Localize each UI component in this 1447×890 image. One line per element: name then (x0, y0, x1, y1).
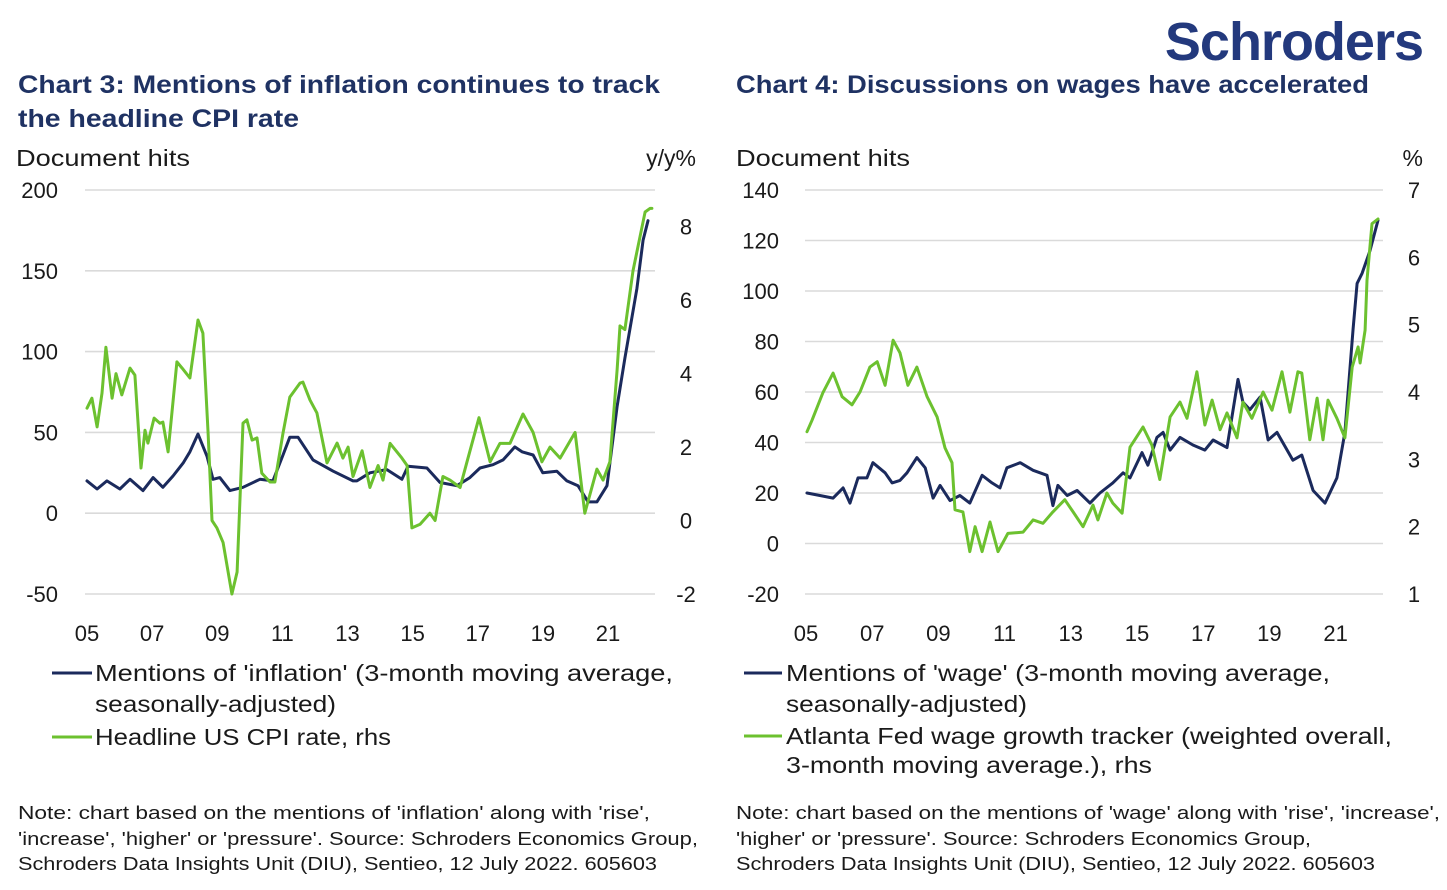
legend-label-continued: 3-month moving average.), rhs (786, 752, 1152, 778)
chart-3-x-tick-label: 11 (271, 621, 294, 646)
note-line: Schroders Data Insights Unit (DIU), Sent… (18, 853, 657, 874)
chart-4-left-tick-label: 120 (742, 229, 779, 254)
chart-3-title-line-1: Chart 3: Mentions of inflation continues… (18, 71, 660, 99)
chart-3-lhs-series-line (85, 219, 650, 504)
note-line: Schroders Data Insights Unit (DIU), Sent… (736, 853, 1375, 874)
chart-3-left-tick-label: 200 (21, 178, 58, 203)
chart-3-right-tick-label: -2 (676, 582, 696, 607)
chart-4-right-axis-unit: % (1403, 145, 1423, 171)
chart-3: Chart 3: Mentions of inflation continues… (16, 71, 698, 874)
chart-4: Chart 4: Discussions on wages have accel… (736, 71, 1440, 874)
chart-4-legend: Mentions of 'wage' (3-month moving avera… (744, 660, 1392, 778)
chart-3-right-axis-unit: y/y% (646, 145, 696, 171)
chart-3-x-tick-label: 07 (140, 621, 164, 646)
chart-3-x-tick-label: 09 (205, 621, 229, 646)
chart-4-left-ticks: 140 120 100 80 60 40 20 0 -20 (742, 178, 779, 607)
chart-4-x-tick-label: 11 (993, 621, 1016, 646)
chart-3-left-tick-label: -50 (26, 582, 58, 607)
chart-4-right-tick-label: 6 (1408, 245, 1420, 270)
chart-3-legend-item-cpi: Headline US CPI rate, rhs (52, 724, 391, 750)
chart-3-right-ticks: 8 6 4 2 0 -2 (676, 215, 696, 607)
chart-3-x-ticks: 05 07 09 11 13 15 17 19 21 (75, 621, 620, 646)
chart-4-right-tick-label: 4 (1408, 380, 1420, 405)
legend-label-continued: seasonally-adjusted) (95, 691, 336, 717)
chart-4-left-tick-label: 140 (742, 178, 779, 203)
chart-3-left-tick-label: 0 (46, 501, 58, 526)
chart-3-left-tick-label: 50 (34, 420, 58, 445)
note-line: 'higher' or 'pressure'. Source: Schroder… (736, 828, 1311, 849)
chart-3-right-tick-label: 2 (680, 435, 692, 460)
chart-4-legend-item-atlanta-fed: Atlanta Fed wage growth tracker (weighte… (744, 723, 1392, 778)
chart-4-x-tick-label: 07 (860, 621, 884, 646)
chart-4-left-tick-label: 40 (755, 431, 779, 456)
chart-3-right-tick-label: 6 (680, 288, 692, 313)
chart-4-legend-item-wage-mentions: Mentions of 'wage' (3-month moving avera… (744, 660, 1330, 717)
chart-4-x-tick-label: 09 (926, 621, 950, 646)
chart-4-right-tick-label: 2 (1408, 515, 1420, 540)
chart-4-right-tick-label: 5 (1408, 313, 1420, 338)
note-line: 'increase', 'higher' or 'pressure'. Sour… (18, 828, 698, 849)
chart-4-left-tick-label: 20 (755, 481, 779, 506)
chart-3-left-ticks: 200 150 100 50 0 -50 (21, 178, 58, 607)
chart-3-right-tick-label: 0 (680, 509, 692, 534)
chart-3-legend: Mentions of 'inflation' (3-month moving … (52, 660, 673, 750)
note-line: Note: chart based on the mentions of 'in… (18, 802, 650, 823)
chart-4-right-tick-label: 7 (1408, 178, 1420, 203)
chart-4-right-tick-label: 3 (1408, 447, 1420, 472)
chart-3-rhs-series-line (85, 206, 654, 596)
legend-label: Headline US CPI rate, rhs (95, 724, 391, 750)
chart-4-left-axis-unit: Document hits (736, 145, 910, 171)
chart-3-right-tick-label: 8 (680, 215, 692, 240)
chart-4-x-tick-label: 05 (794, 621, 818, 646)
chart-4-x-tick-label: 15 (1125, 621, 1149, 646)
chart-3-right-tick-label: 4 (680, 362, 692, 387)
chart-4-x-tick-label: 17 (1191, 621, 1215, 646)
chart-3-x-tick-label: 13 (335, 621, 359, 646)
chart-3-x-tick-label: 05 (75, 621, 99, 646)
legend-label: Mentions of 'wage' (3-month moving avera… (786, 660, 1330, 686)
legend-label-continued: seasonally-adjusted) (786, 691, 1027, 717)
chart-3-left-axis-unit: Document hits (16, 145, 190, 171)
chart-4-rhs-series-line (805, 217, 1380, 554)
chart-4-series (805, 217, 1380, 554)
note-line: Note: chart based on the mentions of 'wa… (736, 802, 1440, 823)
chart-3-left-tick-label: 100 (21, 340, 58, 365)
legend-label: Mentions of 'inflation' (3-month moving … (95, 660, 673, 686)
chart-4-left-tick-label: 0 (767, 532, 779, 557)
chart-3-series (85, 206, 654, 596)
chart-3-x-tick-label: 19 (531, 621, 555, 646)
chart-4-left-tick-label: 60 (755, 380, 779, 405)
chart-4-right-tick-label: 1 (1408, 582, 1420, 607)
chart-4-note: Note: chart based on the mentions of 'wa… (736, 802, 1440, 874)
chart-3-note: Note: chart based on the mentions of 'in… (18, 802, 698, 874)
chart-4-left-tick-label: 80 (755, 330, 779, 355)
chart-3-x-tick-label: 21 (596, 621, 620, 646)
legend-label: Atlanta Fed wage growth tracker (weighte… (786, 723, 1392, 749)
chart-4-right-ticks: 7 6 5 4 3 2 1 (1408, 178, 1420, 607)
chart-3-left-tick-label: 150 (21, 259, 58, 284)
chart-4-x-ticks: 05 07 09 11 13 15 17 19 21 (794, 621, 1348, 646)
chart-4-title: Chart 4: Discussions on wages have accel… (736, 71, 1369, 99)
chart-4-x-tick-label: 21 (1323, 621, 1347, 646)
chart-3-x-tick-label: 15 (400, 621, 424, 646)
chart-4-left-tick-label: -20 (747, 582, 779, 607)
chart-4-lhs-series-line (805, 218, 1380, 508)
chart-3-title-line-2: the headline CPI rate (18, 105, 299, 133)
chart-4-x-tick-label: 13 (1059, 621, 1083, 646)
chart-3-x-tick-label: 17 (465, 621, 489, 646)
chart-4-x-tick-label: 19 (1257, 621, 1281, 646)
chart-4-gridlines (805, 189, 1383, 595)
schroders-logo: Schroders (1165, 12, 1423, 72)
chart-3-gridlines (85, 189, 655, 595)
chart-3-legend-item-inflation-mentions: Mentions of 'inflation' (3-month moving … (52, 660, 673, 717)
chart-4-left-tick-label: 100 (742, 279, 779, 304)
